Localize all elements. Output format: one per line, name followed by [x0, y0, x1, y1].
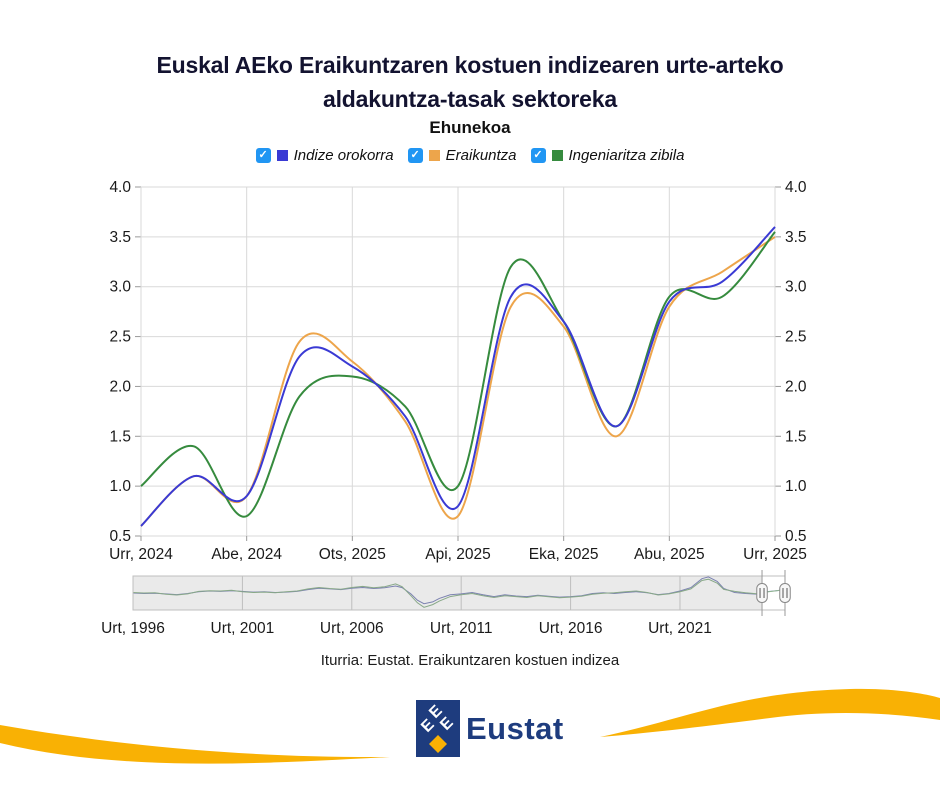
eustat-logo-text: Eustat [466, 710, 564, 746]
legend-checkbox-eraikuntza[interactable]: ✓ [407, 148, 423, 163]
svg-text:Ots, 2025: Ots, 2025 [319, 546, 386, 563]
svg-text:2.5: 2.5 [785, 329, 807, 346]
main-chart: 0.5 0.5 1.0 1.0 1.5 1.5 2.0 2.0 2.5 2.5 3.0 3.0 3.5 3… [109, 179, 807, 563]
legend-marker-indize-orokorra [276, 150, 288, 161]
svg-text:3.5: 3.5 [109, 229, 131, 246]
chart-title: Euskal AEko Eraikuntzaren kostuen indize… [0, 48, 940, 116]
legend-checkbox-ingeniaritza-zibila[interactable]: ✓ [530, 148, 546, 163]
navigator-mask[interactable] [133, 576, 763, 610]
navigator-series-ingeniaritza-zibila [132, 578, 786, 608]
chart-canvas: 0.5 0.5 1.0 1.0 1.5 1.5 2.0 2.0 2.5 2.5 3.0 3.0 3.5 3… [101, 179, 807, 637]
svg-text:1.5: 1.5 [785, 428, 807, 445]
chart-title-line1: Euskal AEko Eraikuntzaren kostuen indize… [156, 52, 784, 78]
svg-text:4.0: 4.0 [785, 179, 807, 196]
legend-label-eraikuntza: Eraikuntza [445, 147, 517, 164]
swoosh-left-icon [0, 725, 390, 764]
svg-text:0.5: 0.5 [785, 528, 807, 545]
svg-text:1.0: 1.0 [109, 478, 131, 495]
svg-text:1.5: 1.5 [109, 428, 131, 445]
legend-checkbox-indize-orokorra[interactable]: ✓ [255, 148, 271, 163]
navigator-handle-right[interactable] [779, 583, 791, 603]
eustat-logo: E E E Eustat [416, 700, 564, 757]
brand-swooshes [0, 688, 940, 764]
chart-subtitle: Ehunekoa [429, 118, 511, 137]
svg-text:3.0: 3.0 [785, 279, 807, 296]
svg-text:Urt, 2011: Urt, 2011 [430, 620, 493, 637]
legend-marker-eraikuntza [428, 150, 440, 161]
chart-title-line2: aldakuntza-tasak sektoreka [323, 86, 617, 112]
svg-text:2.0: 2.0 [109, 378, 131, 395]
legend-marker-ingeniaritza-zibila [551, 150, 563, 161]
legend-label-indize-orokorra: Indize orokorra [293, 147, 394, 164]
svg-text:0.5: 0.5 [109, 528, 131, 545]
legend-label-ingeniaritza-zibila: Ingeniaritza zibila [568, 147, 685, 164]
legend-item-eraikuntza[interactable]: ✓ Eraikuntza [407, 147, 517, 164]
navigator[interactable]: Urt, 1996 Urt, 2001 Urt, 2006 Urt, 2011 Urt,… [101, 570, 791, 637]
svg-text:Urt, 2016: Urt, 2016 [539, 620, 603, 637]
legend-item-indize-orokorra[interactable]: ✓ Indize orokorra [255, 147, 394, 164]
svg-text:2.0: 2.0 [785, 378, 807, 395]
svg-text:3.0: 3.0 [109, 279, 131, 296]
chart-legend: ✓ Indize orokorra ✓ Eraikuntza ✓ Ingenia… [0, 147, 940, 164]
series-line-ingeniaritza-zibila [140, 231, 776, 518]
series-line-indize-orokorra [140, 226, 776, 527]
source-note: Iturria: Eustat. Eraikuntzaren kostuen i… [320, 652, 620, 669]
svg-text:Eka, 2025: Eka, 2025 [529, 546, 599, 563]
swoosh-right-icon [600, 688, 940, 737]
navigator-handle-left[interactable] [756, 583, 768, 603]
svg-text:4.0: 4.0 [109, 179, 131, 196]
svg-text:Urt, 2006: Urt, 2006 [320, 620, 384, 637]
svg-text:Urt, 2001: Urt, 2001 [211, 620, 275, 637]
svg-text:Abu, 2025: Abu, 2025 [634, 546, 705, 563]
svg-text:Urr, 2024: Urr, 2024 [109, 546, 173, 563]
eustat-logo-mark-icon: E E E [416, 700, 460, 757]
legend-item-ingeniaritza-zibila[interactable]: ✓ Ingeniaritza zibila [530, 147, 685, 164]
svg-text:Urt, 2021: Urt, 2021 [648, 620, 712, 637]
svg-text:3.5: 3.5 [785, 229, 807, 246]
svg-text:Api, 2025: Api, 2025 [425, 546, 491, 563]
svg-text:2.5: 2.5 [109, 329, 131, 346]
svg-text:Abe, 2024: Abe, 2024 [211, 546, 282, 563]
svg-text:Urr, 2025: Urr, 2025 [743, 546, 807, 563]
svg-text:1.0: 1.0 [785, 478, 807, 495]
svg-text:Urt, 1996: Urt, 1996 [101, 620, 165, 637]
